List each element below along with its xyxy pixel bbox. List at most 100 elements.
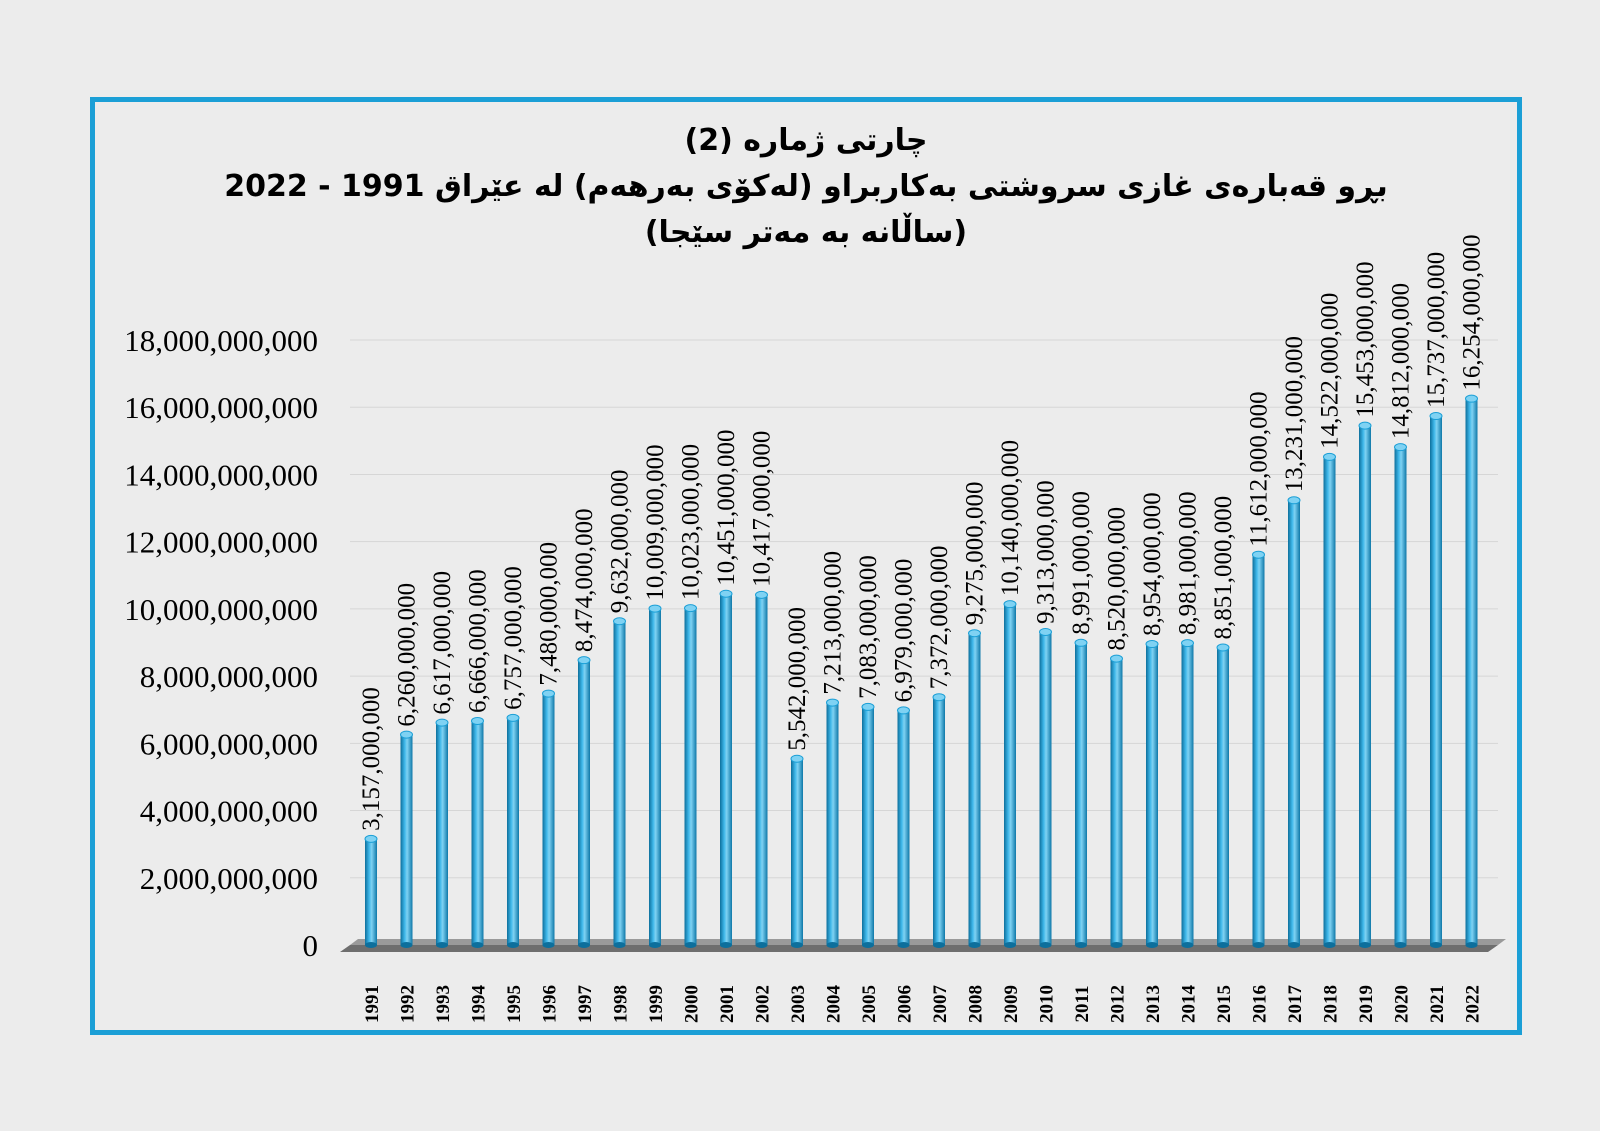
bar-base	[542, 942, 555, 948]
bar-base	[1110, 942, 1123, 948]
bar-top	[1110, 654, 1123, 663]
bar-top	[435, 718, 449, 727]
chart-title-block: چارتی ژماره (2) بڕو قەبارەی غازی سروشتی …	[90, 118, 1522, 256]
bar-body	[1288, 500, 1300, 945]
y-tick-label: 18,000,000,000	[124, 323, 318, 358]
data-label: 10,451,000,000	[713, 429, 740, 585]
bar-top	[1358, 421, 1372, 430]
bar-base	[1181, 942, 1194, 948]
bar-top	[1181, 639, 1194, 648]
bar-body	[1004, 604, 1016, 945]
x-tick-label: 2004	[824, 985, 845, 1024]
bar-2013	[1145, 640, 1159, 948]
bar-1993	[435, 718, 449, 948]
x-tick-label: 2010	[1037, 985, 1058, 1023]
bar-top	[719, 589, 733, 598]
bar-body	[649, 608, 661, 945]
bar-body	[1430, 416, 1442, 945]
data-label: 10,023,000,000	[678, 444, 705, 600]
bar-top	[1074, 638, 1088, 647]
x-tick-label: 2018	[1321, 985, 1342, 1023]
bar-2019	[1358, 421, 1372, 948]
bar-base	[968, 942, 981, 948]
bar-2014	[1181, 639, 1194, 948]
bar-base	[507, 942, 519, 948]
bar-body	[684, 608, 697, 945]
x-tick-label: 1998	[611, 985, 632, 1023]
data-label: 15,453,000,000	[1352, 261, 1379, 417]
bar-top	[932, 693, 946, 702]
bar-body	[1394, 447, 1407, 945]
bar-2022	[1465, 394, 1478, 948]
bar-top	[648, 604, 662, 613]
bar-1997	[577, 656, 591, 948]
bar-body	[1039, 631, 1052, 945]
bar-top	[1429, 412, 1443, 421]
bar-base	[649, 942, 661, 948]
bar-top	[1394, 443, 1407, 452]
bar-2016	[1252, 550, 1265, 948]
chart-title: چارتی ژماره (2)	[684, 123, 928, 158]
bar-1998	[613, 617, 626, 948]
data-label: 10,417,000,000	[749, 431, 776, 587]
bar-2012	[1110, 654, 1123, 948]
bar-body	[791, 758, 803, 945]
bar-top	[1465, 394, 1478, 403]
bar-top	[613, 617, 626, 626]
bar-body	[613, 621, 626, 945]
bar-base	[826, 942, 839, 948]
bars	[364, 394, 1478, 948]
x-tick-label: 1992	[398, 985, 419, 1023]
bar-top	[400, 730, 413, 739]
y-tick-label: 12,000,000,000	[124, 525, 318, 560]
bar-body	[1359, 425, 1371, 945]
bar-base	[400, 942, 413, 948]
bar-1996	[542, 689, 555, 948]
y-tick-label: 0	[303, 928, 319, 963]
bar-base	[933, 942, 945, 948]
bar-base	[791, 942, 803, 948]
x-tick-label: 2016	[1250, 985, 1271, 1023]
y-tick-label: 6,000,000,000	[140, 726, 318, 761]
bar-base	[1075, 942, 1087, 948]
x-tick-label: 1997	[575, 985, 596, 1024]
data-label: 7,480,000,000	[536, 542, 563, 686]
bar-body	[1323, 456, 1336, 945]
bar-body	[1110, 658, 1123, 945]
bar-body	[933, 697, 945, 945]
bar-base	[471, 942, 484, 948]
bar-2003	[790, 754, 804, 948]
bar-top	[1252, 550, 1265, 559]
chart-subtitle-unit: (ساڵانە بە مەتر سێجا)	[644, 215, 968, 250]
bar-2007	[932, 693, 946, 948]
floor-plane	[340, 945, 1498, 952]
data-label: 7,083,000,000	[855, 555, 882, 699]
data-label: 13,231,000,000	[1281, 336, 1308, 492]
x-tick-label: 2020	[1392, 985, 1413, 1023]
y-tick-label: 14,000,000,000	[124, 457, 318, 492]
data-label: 14,522,000,000	[1317, 293, 1344, 449]
x-tick-label: 2011	[1072, 986, 1093, 1023]
bar-2020	[1394, 443, 1407, 948]
data-label: 8,851,000,000	[1210, 496, 1237, 640]
data-labels: 3,157,000,000 6,260,000,000 6,617,000,000 6…	[358, 234, 1486, 830]
bar-2006	[897, 706, 910, 948]
data-label: 6,666,000,000	[465, 569, 492, 713]
data-label: 9,632,000,000	[607, 470, 634, 614]
data-label: 7,372,000,000	[926, 545, 953, 689]
bar-top	[471, 716, 484, 725]
bar-2008	[968, 629, 981, 948]
bar-top	[1003, 600, 1017, 609]
x-tick-label: 1991	[362, 985, 383, 1023]
x-tick-label: 2000	[682, 985, 703, 1023]
bar-2011	[1074, 638, 1088, 948]
data-label: 8,991,000,000	[1068, 491, 1095, 635]
bar-body	[1217, 647, 1229, 945]
bar-body	[400, 734, 413, 945]
bar-base	[578, 942, 590, 948]
data-label: 10,009,000,000	[642, 444, 669, 600]
bar-base	[1288, 942, 1300, 948]
y-axis: 0 2,000,000,000 4,000,000,000 6,000,000,000…	[124, 323, 318, 963]
y-tick-label: 2,000,000,000	[140, 861, 318, 896]
y-tick-label: 10,000,000,000	[124, 592, 318, 627]
